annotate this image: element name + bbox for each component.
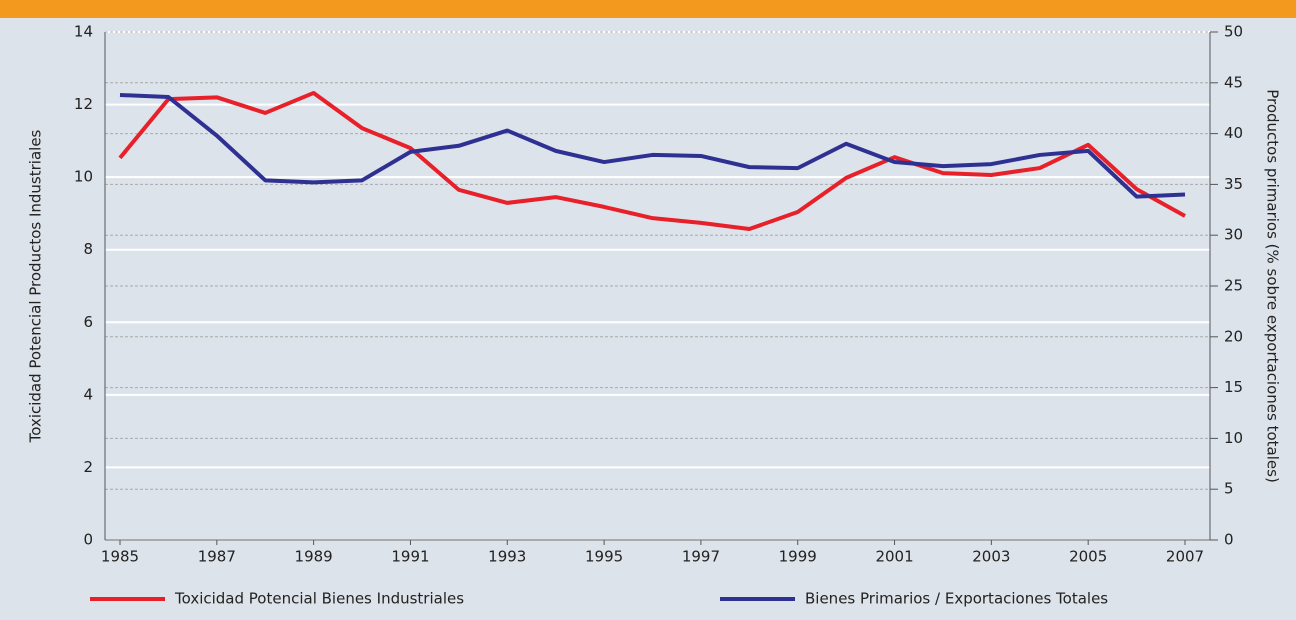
x-tick-label: 1991	[391, 548, 429, 566]
y2-tick-label: 0	[1224, 531, 1234, 549]
x-tick-label: 1997	[682, 548, 720, 566]
x-tick-label: 1985	[101, 548, 139, 566]
y2-tick-label: 30	[1224, 226, 1243, 244]
y-axis-label: Toxicidad Potencial Productos Industrial…	[27, 129, 45, 443]
y2-axis-label: Productos primarios (% sobre exportacion…	[1264, 89, 1282, 483]
y-tick-label: 14	[74, 23, 93, 41]
y-tick-label: 4	[83, 385, 93, 403]
y-tick-label: 10	[74, 168, 93, 186]
y-tick-label: 8	[83, 240, 93, 258]
legend-label: Toxicidad Potencial Bienes Industriales	[174, 590, 464, 608]
y-tick-label: 0	[83, 531, 93, 549]
x-tick-label: 1995	[585, 548, 623, 566]
y-tick-label: 6	[83, 313, 93, 331]
y2-tick-label: 45	[1224, 73, 1243, 91]
y2-tick-label: 10	[1224, 429, 1243, 447]
x-tick-label: 2001	[875, 548, 913, 566]
x-tick-label: 1989	[295, 548, 333, 566]
x-tick-label: 2003	[972, 548, 1010, 566]
y2-tick-label: 40	[1224, 124, 1243, 142]
y2-tick-label: 20	[1224, 327, 1243, 345]
x-tick-label: 1987	[198, 548, 236, 566]
y-tick-label: 12	[74, 95, 93, 113]
y2-tick-label: 50	[1224, 23, 1243, 41]
x-tick-label: 2005	[1069, 548, 1107, 566]
panel	[0, 18, 1296, 620]
series-line	[118, 90, 1186, 232]
x-tick-label: 1993	[488, 548, 526, 566]
x-tick-label: 2007	[1166, 548, 1204, 566]
legend-label: Bienes Primarios / Exportaciones Totales	[805, 590, 1108, 608]
y2-tick-label: 35	[1224, 175, 1243, 193]
series-line	[119, 92, 1186, 199]
header-band	[0, 0, 1296, 18]
x-tick-label: 1999	[779, 548, 817, 566]
y-tick-label: 2	[83, 458, 93, 476]
y2-tick-label: 5	[1224, 480, 1234, 498]
y2-tick-label: 15	[1224, 378, 1243, 396]
y2-tick-label: 25	[1224, 277, 1243, 295]
